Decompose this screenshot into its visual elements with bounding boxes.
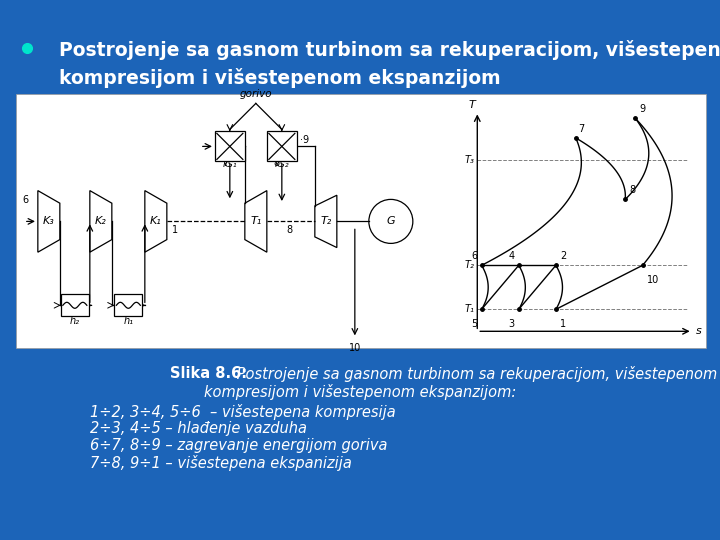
Text: 6: 6 [23, 195, 29, 205]
Text: K₃: K₃ [43, 217, 55, 226]
Text: 7: 7 [579, 124, 585, 134]
Text: Slika 8.6:: Slika 8.6: [170, 366, 247, 381]
Polygon shape [315, 195, 337, 247]
Text: 1: 1 [172, 225, 178, 235]
Text: G: G [387, 217, 395, 226]
Text: 6: 6 [472, 251, 477, 261]
Text: Postrojenje sa gasnom turbinom sa rekuperacijom, višestepenom: Postrojenje sa gasnom turbinom sa rekupe… [59, 40, 720, 60]
Text: 7÷8, 9÷1 – višestepena ekspanizija: 7÷8, 9÷1 – višestepena ekspanizija [90, 455, 352, 471]
Text: ks₂: ks₂ [274, 159, 289, 170]
Text: Postrojenje sa gasnom turbinom sa rekuperacijom, višestepenom: Postrojenje sa gasnom turbinom sa rekupe… [232, 366, 717, 382]
Polygon shape [90, 191, 112, 252]
Text: T₁: T₁ [464, 305, 474, 314]
Bar [114, 294, 143, 316]
Text: gorivo: gorivo [240, 90, 272, 99]
Polygon shape [145, 191, 167, 252]
Text: 9: 9 [639, 104, 645, 114]
Text: 5: 5 [63, 307, 69, 318]
Text: 1: 1 [80, 307, 86, 318]
Polygon shape [38, 191, 60, 252]
Text: 10: 10 [348, 343, 361, 353]
Text: T₂: T₂ [464, 260, 474, 271]
Text: 2: 2 [560, 251, 566, 261]
Bar [16, 94, 706, 348]
Text: 1: 1 [135, 307, 141, 318]
Text: K₁: K₁ [150, 217, 162, 226]
Text: T₂: T₂ [320, 217, 331, 226]
Text: 8: 8 [274, 158, 280, 168]
Bar [215, 131, 245, 161]
Text: 5: 5 [472, 319, 477, 329]
Bar [60, 294, 89, 316]
Text: h₂: h₂ [70, 316, 80, 326]
Text: 3: 3 [115, 307, 121, 318]
Text: kompresijom i višestepenom ekspanzijom: kompresijom i višestepenom ekspanzijom [59, 68, 500, 87]
Text: 10: 10 [647, 275, 659, 285]
Text: 4: 4 [508, 251, 515, 261]
Text: T: T [469, 100, 475, 111]
Text: 6÷7, 8÷9 – zagrevanje energijom goriva: 6÷7, 8÷9 – zagrevanje energijom goriva [90, 438, 387, 453]
Text: 2÷3, 4÷5 – hlađenje vazduha: 2÷3, 4÷5 – hlađenje vazduha [90, 421, 307, 436]
Text: s: s [696, 326, 701, 336]
Text: ks₁: ks₁ [222, 159, 237, 170]
Polygon shape [245, 191, 267, 252]
Text: kompresijom i višestepenom ekspanzijom:: kompresijom i višestepenom ekspanzijom: [204, 384, 516, 400]
Text: h₁: h₁ [123, 316, 133, 326]
Text: 1÷2, 3÷4, 5÷6  – višestepena kompresija: 1÷2, 3÷4, 5÷6 – višestepena kompresija [90, 404, 396, 420]
Text: 7: 7 [222, 158, 228, 168]
Text: 1: 1 [560, 319, 566, 329]
Text: 8: 8 [629, 185, 635, 195]
Text: 8: 8 [287, 225, 293, 235]
Bar [267, 131, 297, 161]
Text: K₂: K₂ [95, 217, 107, 226]
Text: 3: 3 [508, 319, 515, 329]
Circle shape [369, 199, 413, 244]
Text: T₁: T₁ [251, 217, 261, 226]
Text: ·9: ·9 [300, 136, 309, 145]
Text: T₃: T₃ [464, 155, 474, 165]
